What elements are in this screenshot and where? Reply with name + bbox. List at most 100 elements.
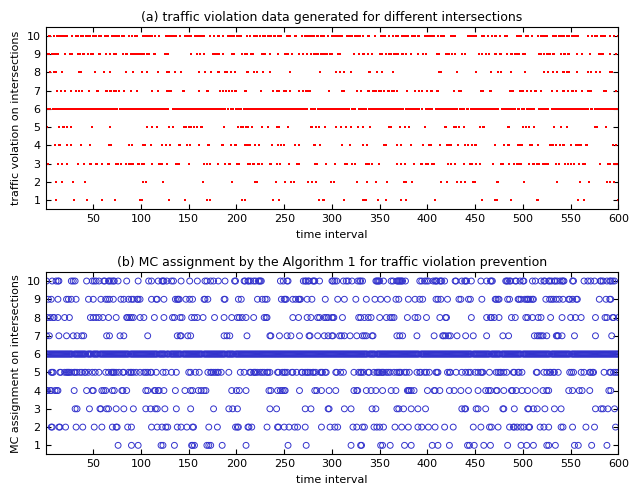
Point — [172, 332, 182, 340]
Point — [378, 277, 388, 285]
Point — [427, 350, 437, 358]
Point — [477, 123, 488, 131]
Point — [380, 105, 390, 113]
Point — [256, 277, 266, 285]
Point — [393, 32, 403, 40]
Point — [124, 313, 134, 321]
Point — [477, 105, 487, 113]
Point — [577, 50, 588, 58]
Point — [184, 369, 194, 376]
Point — [305, 332, 315, 340]
Point — [444, 50, 454, 58]
Point — [306, 405, 316, 413]
Point — [577, 386, 588, 394]
Point — [90, 369, 100, 376]
Point — [60, 50, 70, 58]
Point — [269, 32, 280, 40]
Point — [184, 32, 194, 40]
Point — [533, 196, 543, 204]
Point — [346, 123, 356, 131]
Point — [419, 123, 429, 131]
Point — [536, 32, 546, 40]
Point — [598, 50, 608, 58]
Point — [184, 105, 194, 113]
Point — [551, 32, 561, 40]
Point — [347, 350, 357, 358]
Point — [213, 369, 223, 376]
Point — [392, 332, 402, 340]
Point — [188, 386, 198, 394]
Point — [71, 350, 81, 358]
Point — [102, 32, 112, 40]
Point — [66, 277, 76, 285]
Point — [118, 32, 129, 40]
Point — [324, 386, 334, 394]
Point — [582, 350, 592, 358]
Point — [601, 350, 611, 358]
Point — [306, 350, 316, 358]
Point — [355, 105, 365, 113]
Point — [525, 350, 536, 358]
Point — [393, 105, 403, 113]
Point — [108, 350, 118, 358]
Point — [64, 105, 74, 113]
Point — [601, 87, 611, 95]
Point — [436, 277, 447, 285]
Point — [337, 313, 348, 321]
Point — [343, 277, 353, 285]
Point — [299, 105, 309, 113]
Point — [545, 369, 555, 376]
Point — [484, 350, 495, 358]
Point — [60, 32, 70, 40]
Point — [456, 178, 466, 186]
Point — [568, 87, 578, 95]
Point — [547, 277, 557, 285]
Point — [331, 386, 341, 394]
Point — [461, 350, 471, 358]
Point — [451, 369, 461, 376]
Point — [175, 332, 185, 340]
Point — [516, 87, 526, 95]
Point — [337, 332, 347, 340]
Point — [539, 50, 549, 58]
Point — [182, 332, 193, 340]
Point — [321, 50, 332, 58]
Point — [209, 105, 220, 113]
Point — [547, 350, 557, 358]
Point — [466, 350, 476, 358]
Point — [286, 350, 296, 358]
Point — [426, 350, 436, 358]
Point — [126, 441, 136, 449]
Point — [104, 277, 114, 285]
Point — [536, 50, 546, 58]
Point — [77, 50, 88, 58]
Point — [76, 32, 86, 40]
Point — [483, 32, 493, 40]
Point — [137, 350, 147, 358]
Point — [188, 350, 198, 358]
Point — [98, 350, 108, 358]
Point — [319, 350, 330, 358]
Point — [73, 350, 83, 358]
Point — [504, 423, 515, 431]
Point — [490, 32, 500, 40]
Point — [218, 87, 228, 95]
Point — [555, 141, 565, 149]
Point — [100, 350, 111, 358]
Point — [71, 105, 81, 113]
Point — [564, 50, 574, 58]
Point — [511, 277, 522, 285]
Point — [607, 313, 618, 321]
Point — [588, 350, 598, 358]
Point — [532, 160, 542, 168]
Point — [357, 350, 367, 358]
Point — [442, 105, 452, 113]
Point — [186, 105, 196, 113]
Point — [438, 350, 449, 358]
Point — [460, 50, 470, 58]
Point — [401, 32, 412, 40]
Point — [328, 32, 338, 40]
Point — [321, 105, 332, 113]
Point — [361, 386, 371, 394]
Point — [499, 141, 509, 149]
